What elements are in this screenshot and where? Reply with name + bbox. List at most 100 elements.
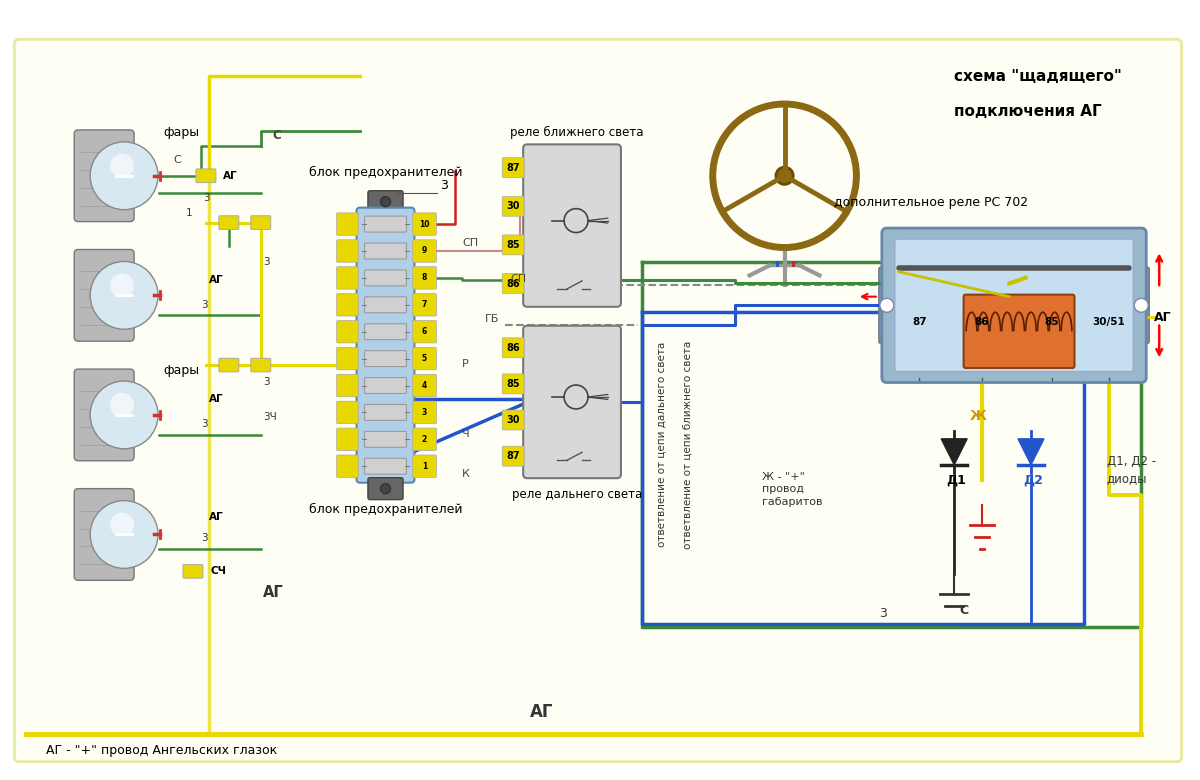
FancyBboxPatch shape	[882, 228, 1146, 382]
Text: 86: 86	[506, 278, 520, 289]
FancyBboxPatch shape	[503, 410, 524, 430]
Text: 3Ч: 3Ч	[263, 412, 276, 422]
FancyBboxPatch shape	[413, 213, 437, 236]
Text: 87: 87	[506, 163, 520, 172]
FancyBboxPatch shape	[74, 369, 134, 461]
FancyBboxPatch shape	[413, 321, 437, 343]
FancyBboxPatch shape	[365, 378, 407, 393]
Text: 85: 85	[1045, 317, 1060, 328]
Text: 86: 86	[506, 342, 520, 353]
FancyBboxPatch shape	[503, 158, 524, 178]
FancyBboxPatch shape	[337, 321, 359, 343]
Text: схема "щадящего": схема "щадящего"	[954, 69, 1122, 84]
Circle shape	[110, 512, 134, 537]
Circle shape	[380, 484, 390, 494]
FancyBboxPatch shape	[182, 565, 203, 578]
Text: 4: 4	[421, 381, 427, 390]
Text: 85: 85	[506, 379, 520, 389]
FancyBboxPatch shape	[337, 293, 359, 316]
Text: 10: 10	[419, 220, 430, 229]
Circle shape	[90, 501, 158, 569]
Circle shape	[90, 261, 158, 329]
Text: 3: 3	[200, 534, 208, 544]
Text: АГ: АГ	[530, 703, 553, 721]
FancyBboxPatch shape	[368, 191, 403, 213]
FancyBboxPatch shape	[365, 405, 407, 420]
Text: АГ: АГ	[209, 394, 223, 404]
Circle shape	[880, 298, 894, 312]
Text: дополнительное реле РС 702: дополнительное реле РС 702	[834, 196, 1028, 209]
FancyBboxPatch shape	[368, 477, 403, 500]
FancyBboxPatch shape	[365, 216, 407, 232]
Circle shape	[110, 393, 134, 417]
Text: 8: 8	[421, 274, 427, 282]
Text: блок предохранителей: блок предохранителей	[308, 503, 462, 516]
Circle shape	[90, 381, 158, 448]
Text: Ж - "+"
провод
габаритов: Ж - "+" провод габаритов	[762, 472, 822, 506]
Text: блок предохранителей: блок предохранителей	[308, 166, 462, 179]
Text: АГ: АГ	[1153, 310, 1171, 324]
FancyBboxPatch shape	[895, 239, 1133, 371]
Text: 30: 30	[506, 201, 520, 211]
Text: К: К	[462, 469, 470, 479]
Text: 2: 2	[421, 434, 427, 444]
Text: 9: 9	[421, 246, 427, 256]
Text: 3: 3	[263, 377, 270, 387]
FancyBboxPatch shape	[413, 293, 437, 316]
FancyBboxPatch shape	[365, 297, 407, 313]
Text: АГ: АГ	[209, 275, 223, 285]
FancyBboxPatch shape	[878, 268, 895, 343]
Text: ответвление от цепи дальнего света: ответвление от цепи дальнего света	[656, 342, 667, 548]
FancyBboxPatch shape	[337, 374, 359, 397]
FancyBboxPatch shape	[251, 358, 271, 372]
Circle shape	[776, 167, 793, 184]
FancyBboxPatch shape	[365, 270, 407, 286]
FancyBboxPatch shape	[413, 455, 437, 477]
FancyBboxPatch shape	[337, 401, 359, 424]
FancyBboxPatch shape	[503, 446, 524, 466]
FancyBboxPatch shape	[365, 243, 407, 259]
Text: 3: 3	[200, 300, 208, 310]
FancyBboxPatch shape	[413, 374, 437, 397]
FancyBboxPatch shape	[337, 213, 359, 236]
FancyBboxPatch shape	[218, 216, 239, 229]
Text: реле дальнего света: реле дальнего света	[512, 488, 642, 501]
FancyBboxPatch shape	[337, 239, 359, 262]
Text: С: С	[173, 154, 181, 165]
Text: Д1: Д1	[947, 473, 966, 487]
FancyBboxPatch shape	[413, 401, 437, 424]
FancyBboxPatch shape	[413, 428, 437, 451]
Polygon shape	[941, 439, 967, 465]
Text: фары: фары	[163, 363, 199, 377]
FancyBboxPatch shape	[337, 455, 359, 477]
Text: 30: 30	[506, 415, 520, 425]
FancyBboxPatch shape	[523, 144, 620, 307]
Circle shape	[380, 197, 390, 207]
Text: 7: 7	[421, 300, 427, 310]
FancyBboxPatch shape	[523, 326, 620, 478]
Text: 30/51: 30/51	[1092, 317, 1126, 328]
Text: подключения АГ: подключения АГ	[954, 104, 1102, 119]
Text: АГ - "+" провод Ангельских глазок: АГ - "+" провод Ангельских глазок	[47, 744, 277, 757]
FancyBboxPatch shape	[365, 351, 407, 367]
Text: 3: 3	[203, 193, 210, 203]
FancyBboxPatch shape	[503, 197, 524, 216]
FancyBboxPatch shape	[365, 431, 407, 447]
FancyBboxPatch shape	[337, 347, 359, 370]
FancyBboxPatch shape	[503, 235, 524, 255]
Text: 5: 5	[422, 354, 427, 363]
Text: 87: 87	[506, 451, 520, 461]
Text: Д2: Д2	[1024, 473, 1043, 487]
Text: 3: 3	[880, 607, 887, 620]
FancyBboxPatch shape	[74, 130, 134, 222]
FancyBboxPatch shape	[413, 267, 437, 289]
Circle shape	[110, 274, 134, 297]
Text: Ч: Ч	[462, 429, 470, 439]
FancyBboxPatch shape	[365, 324, 407, 339]
Text: Д1, Д2 -
диоды: Д1, Д2 - диоды	[1106, 455, 1156, 484]
Circle shape	[110, 154, 134, 178]
Text: СП: СП	[510, 275, 527, 285]
Polygon shape	[1018, 439, 1044, 465]
FancyBboxPatch shape	[74, 250, 134, 341]
FancyBboxPatch shape	[503, 274, 524, 293]
